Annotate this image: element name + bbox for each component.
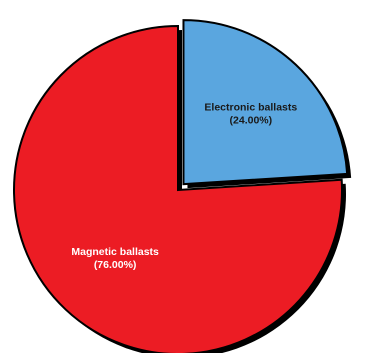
slice-label-name: Electronic ballasts <box>204 101 297 113</box>
slice-label-magnetic-ballasts: Magnetic ballasts (76.00%) <box>71 246 159 271</box>
slice-label-percent: (24.00%) <box>230 114 273 126</box>
slice-electronic-ballasts <box>182 19 349 186</box>
slice-magnetic-ballasts <box>13 24 343 353</box>
slice-labels: Electronic ballasts (24.00%) Magnetic ball… <box>71 101 297 271</box>
slice-label-electronic-ballasts: Electronic ballasts (24.00%) <box>204 101 297 126</box>
slices <box>13 19 349 353</box>
slice-label-percent: (76.00%) <box>94 259 137 271</box>
slice-label-name: Magnetic ballasts <box>71 246 159 258</box>
